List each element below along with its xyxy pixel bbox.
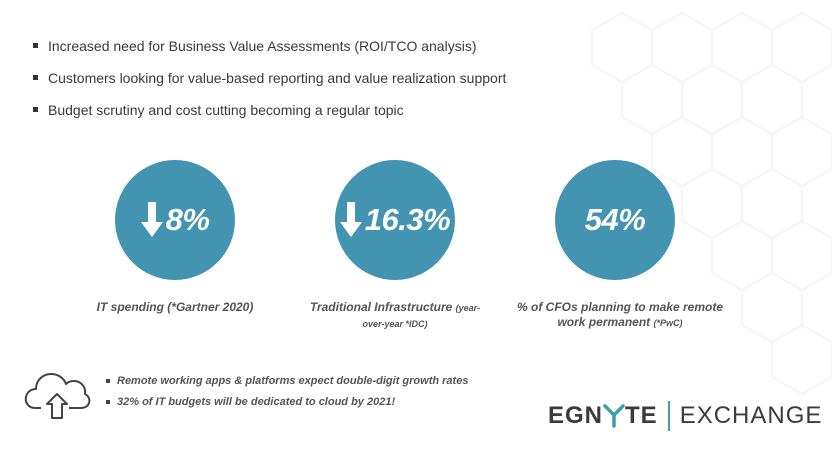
stat-circle-cfos: 54%: [555, 160, 675, 280]
logo-brand-left: EGN: [548, 402, 604, 429]
sub-bullet-item: 32% of IT budgets will be dedicated to c…: [104, 394, 468, 410]
egnyte-exchange-logo: EGN TE EXCHANGE: [548, 401, 822, 431]
caption-note: (year-over-year *IDC): [362, 303, 481, 329]
sub-bullet-text: Remote working apps & platforms expect d…: [117, 375, 469, 387]
logo-product-name: EXCHANGE: [679, 402, 823, 429]
stat-circle-it-spending: 8%: [115, 160, 235, 280]
sub-bullet-list: Remote working apps & platforms expect d…: [104, 373, 468, 415]
hexagon-background-pattern: [591, 12, 832, 395]
cloud-upload-icon: [24, 373, 91, 419]
bullet-square-icon: [33, 107, 38, 112]
sub-bullet-item: Remote working apps & platforms expect d…: [104, 373, 468, 389]
bullet-text: Increased need for Business Value Assess…: [48, 38, 477, 54]
stat-value: 16.3%: [364, 202, 451, 237]
bullet-item: Increased need for Business Value Assess…: [30, 36, 506, 56]
stat-caption-infrastructure: Traditional Infrastructure (year-over-ye…: [300, 300, 490, 332]
stat-caption-it-spending: IT spending (*Gartner 2020): [80, 300, 270, 315]
caption-text: % of CFOs planning to make remote work p…: [516, 300, 724, 329]
logo-brand-right: TE: [625, 402, 658, 429]
bullet-square-icon: [33, 43, 38, 48]
bullet-list: Increased need for Business Value Assess…: [30, 36, 506, 132]
stat-caption-cfos: % of CFOs planning to make remote work p…: [510, 300, 730, 331]
logo-y-mark-icon: [603, 404, 625, 428]
bullet-square-icon: [33, 75, 38, 80]
bullet-item: Budget scrutiny and cost cutting becomin…: [30, 100, 506, 120]
stat-value: 8%: [165, 202, 210, 237]
bullet-item: Customers looking for value-based report…: [30, 68, 506, 88]
caption-text: IT spending (*Gartner 2020): [96, 300, 254, 314]
bullet-text: Budget scrutiny and cost cutting becomin…: [48, 102, 404, 118]
caption-note: (*PwC): [653, 318, 683, 328]
logo-divider: [667, 401, 670, 431]
stat-value: 54%: [584, 202, 646, 237]
sub-bullet-text: 32% of IT budgets will be dedicated to c…: [117, 396, 396, 408]
caption-text: Traditional Infrastructure: [309, 300, 453, 314]
down-arrow-icon: [140, 202, 163, 237]
bullet-square-icon: [106, 379, 110, 383]
down-arrow-icon: [339, 202, 362, 237]
stat-circle-infrastructure: 16.3%: [335, 160, 455, 280]
bullet-text: Customers looking for value-based report…: [48, 70, 507, 86]
bullet-square-icon: [106, 400, 110, 404]
